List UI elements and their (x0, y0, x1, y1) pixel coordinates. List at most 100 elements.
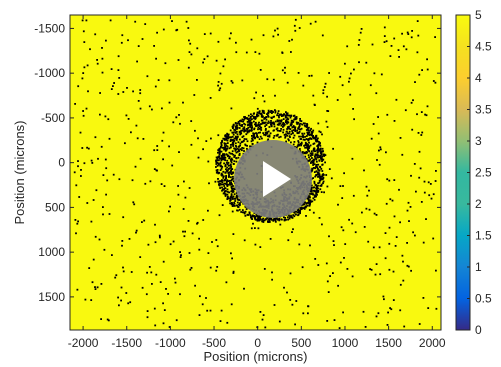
scatter-point (365, 61, 368, 64)
scatter-point (350, 72, 352, 75)
scatter-point (311, 136, 314, 138)
scatter-point (266, 131, 269, 133)
scatter-point (217, 40, 220, 43)
scatter-point (222, 146, 225, 149)
scatter-point (282, 126, 284, 128)
scatter-point (232, 233, 235, 235)
scatter-point (294, 127, 296, 130)
scatter-point (314, 194, 317, 197)
scatter-point (298, 143, 301, 146)
scatter-point (318, 150, 321, 152)
scatter-point (136, 137, 139, 140)
scatter-point (253, 132, 256, 135)
scatter-point (310, 74, 313, 77)
scatter-point (383, 41, 386, 43)
scatter-point (101, 57, 104, 60)
scatter-point (293, 215, 296, 218)
scatter-point (290, 115, 293, 117)
scatter-point (209, 32, 212, 35)
scatter-point (287, 118, 290, 121)
scatter-point (139, 89, 142, 91)
scatter-point (236, 137, 238, 139)
scatter-point (178, 151, 180, 153)
scatter-point (94, 33, 97, 36)
scatter-point (141, 38, 144, 40)
scatter-point (418, 323, 421, 325)
scatter-point (231, 125, 234, 128)
scatter-point (328, 235, 330, 238)
scatter-point (231, 81, 234, 84)
scatter-point (410, 36, 413, 39)
scatter-point (190, 120, 193, 122)
scatter-point (120, 286, 123, 289)
scatter-point (232, 133, 235, 136)
scatter-point (202, 61, 204, 64)
scatter-point (122, 216, 125, 219)
scatter-point (280, 115, 283, 117)
scatter-point (235, 51, 238, 54)
scatter-point (231, 171, 234, 174)
scatter-point (161, 139, 164, 142)
scatter-point (238, 124, 241, 126)
scatter-point (118, 304, 120, 307)
scatter-point (317, 184, 319, 187)
scatter-point (305, 151, 307, 154)
scatter-point (339, 185, 342, 187)
scatter-point (377, 312, 380, 315)
scatter-point (129, 301, 132, 304)
scatter-point (219, 180, 222, 182)
scatter-point (202, 219, 205, 221)
scatter-point (274, 94, 276, 97)
axes-box (69, 14, 442, 331)
scatter-point (410, 101, 413, 104)
scatter-point (269, 111, 272, 114)
scatter-point (117, 55, 120, 58)
scatter-point (196, 47, 199, 50)
scatter-point (267, 115, 270, 118)
scatter-point (435, 170, 437, 172)
scatter-point (215, 156, 218, 159)
scatter-point (259, 246, 262, 248)
scatter-point (302, 136, 305, 139)
scatter-point (373, 72, 376, 75)
scatter-point (95, 189, 98, 192)
scatter-point (435, 307, 438, 310)
scatter-point (276, 114, 278, 117)
scatter-point (182, 101, 184, 104)
scatter-point (278, 114, 281, 116)
scatter-point (230, 193, 233, 196)
scatter-point (85, 107, 88, 110)
scatter-point (232, 171, 235, 174)
scatter-point (153, 168, 156, 170)
scatter-point (233, 128, 236, 131)
scatter-point (80, 175, 82, 177)
play-button[interactable] (234, 140, 312, 218)
scatter-point (221, 158, 223, 161)
colorbar-tick-label: 1.5 (475, 229, 492, 243)
scatter-point (128, 238, 131, 240)
scatter-point (320, 185, 323, 187)
scatter-point (302, 134, 304, 137)
scatter-point (78, 196, 81, 198)
scatter-point (235, 160, 238, 163)
scatter-point (90, 220, 93, 223)
scatter-point (316, 185, 318, 188)
scatter-point (322, 153, 325, 156)
scatter-point (316, 149, 319, 151)
scatter-point (77, 160, 79, 162)
scatter-point (315, 160, 318, 163)
scatter-point (225, 148, 227, 150)
scatter-point (279, 122, 282, 125)
scatter-point (163, 185, 166, 187)
scatter-point (320, 178, 323, 180)
scatter-point (294, 323, 296, 326)
scatter-point (198, 314, 201, 316)
scatter-point (233, 131, 235, 134)
scatter-point (310, 188, 313, 191)
scatter-point (232, 190, 235, 193)
scatter-point (236, 150, 239, 153)
scatter-point (188, 51, 191, 53)
scatter-point (193, 94, 196, 96)
scatter-point (203, 33, 206, 35)
scatter-point (238, 138, 241, 141)
